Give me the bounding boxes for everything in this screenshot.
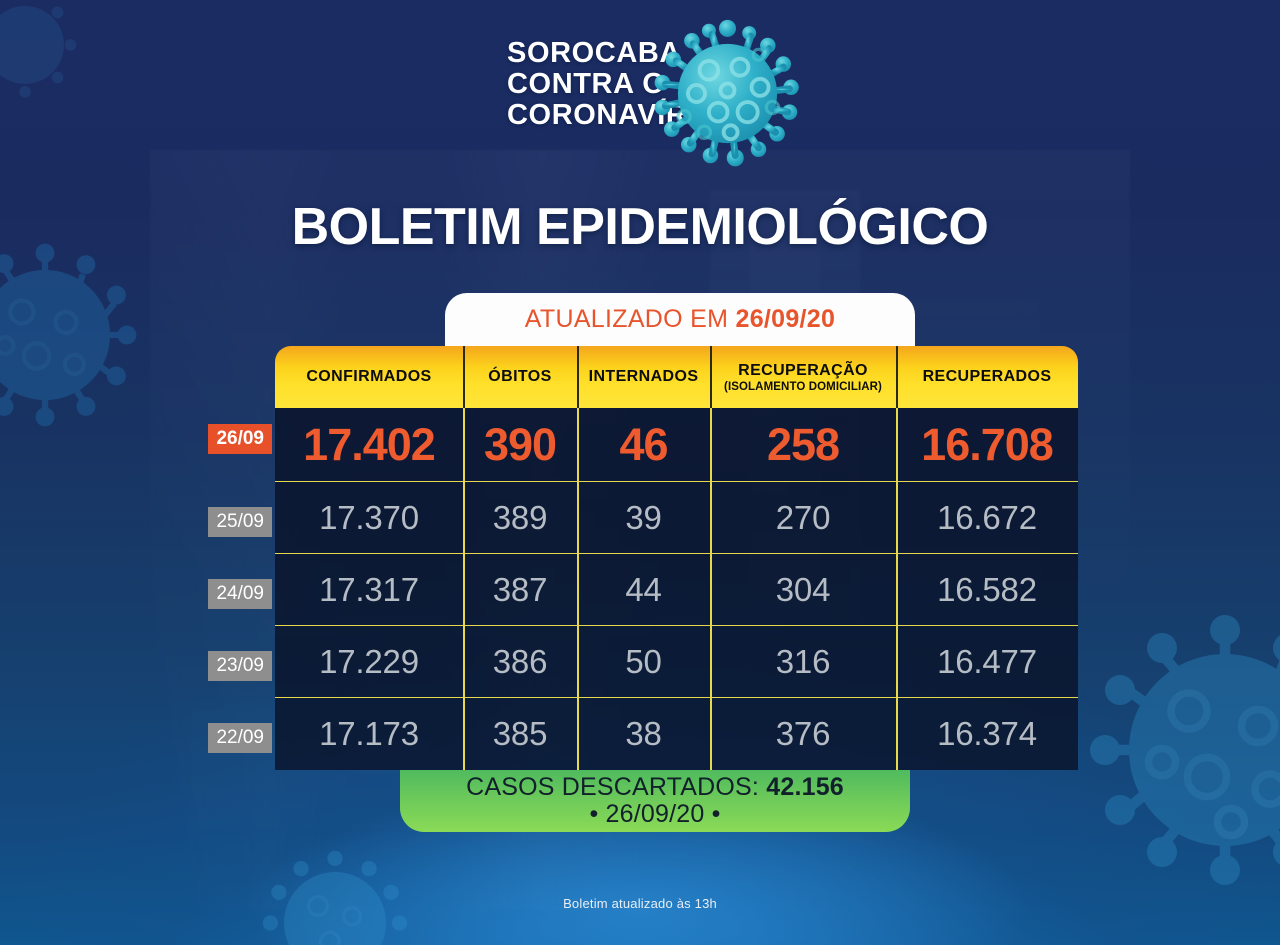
logo-line-2: CONTRA O	[507, 68, 666, 100]
cell-internados: 46	[619, 418, 668, 470]
cell-obitos: 390	[483, 418, 557, 470]
cell-obitos: 385	[492, 715, 548, 752]
table-body: 17.402 390 46 258 16.708 17.370 389 39 2…	[275, 408, 1078, 770]
date-badge-24-09: 24/09	[208, 579, 272, 609]
date-badge-23-09: 23/09	[208, 651, 272, 681]
column-header-internados: INTERNADOS	[577, 346, 710, 408]
cell-obitos: 389	[492, 498, 548, 536]
table-row: 17.173 385 38 376 16.374	[275, 698, 1078, 770]
updated-banner-prefix: ATUALIZADO EM	[524, 305, 729, 333]
table-row: 17.229 386 50 316 16.477	[275, 626, 1078, 698]
cell-internados: 50	[625, 642, 662, 680]
date-badge-22-09: 22/09	[208, 723, 272, 753]
cell-internados: 38	[625, 715, 662, 752]
updated-banner: ATUALIZADO EM 26/09/20	[445, 293, 915, 346]
date-badge-today: 26/09	[208, 424, 272, 454]
cell-recuperados: 16.477	[937, 642, 1037, 680]
logo-line-1: SOROCABA	[507, 37, 681, 69]
cell-confirmados: 17.370	[319, 498, 419, 536]
page-title: BOLETIM EPIDEMIOLÓGICO	[291, 198, 989, 256]
cell-recuperacao: 376	[775, 715, 831, 752]
footer-note: Boletim atualizado às 13h	[563, 896, 717, 911]
date-badge-25-09: 25/09	[208, 507, 272, 537]
date-badge-column: 26/09 25/09 24/09 23/09 22/09	[195, 346, 275, 770]
brand-logo: SOROCABA CONTRA O CORONAVÍRUS	[0, 0, 1280, 178]
column-header-confirmados: CONFIRMADOS	[306, 368, 432, 385]
cell-confirmados: 17.173	[319, 715, 419, 752]
updated-banner-text: ATUALIZADO EM 26/09/20	[525, 305, 835, 334]
logo-text: SOROCABA CONTRA O CORONAVÍRUS	[507, 38, 729, 131]
cell-recuperacao: 316	[775, 642, 831, 680]
discarded-cases-label: CASOS DESCARTADOS:	[466, 773, 760, 801]
column-header-obitos: ÓBITOS	[463, 346, 577, 408]
discarded-cases-line: CASOS DESCARTADOS: 42.156	[466, 773, 844, 802]
table-row: 17.370 389 39 270 16.672	[275, 482, 1078, 554]
cell-recuperados: 16.582	[937, 570, 1037, 608]
table-header-row: CONFIRMADOS ÓBITOS INTERNADOS RECUPERAÇÃ…	[275, 346, 1078, 408]
column-header-recuperacao: RECUPERAÇÃO (ISOLAMENTO DOMICILIAR)	[710, 346, 896, 408]
cell-confirmados: 17.229	[319, 642, 419, 680]
discarded-cases-date: • 26/09/20 •	[589, 800, 721, 828]
cell-recuperacao: 270	[775, 498, 831, 536]
cell-internados: 39	[625, 498, 662, 536]
updated-banner-date: 26/09/20	[735, 305, 836, 333]
cell-confirmados: 17.402	[303, 418, 436, 470]
cell-recuperacao: 258	[766, 418, 840, 470]
background-virus-left	[0, 230, 150, 440]
discarded-cases-value: 42.156	[766, 773, 844, 801]
table-row: 17.402 390 46 258 16.708	[275, 408, 1078, 482]
cell-obitos: 387	[492, 570, 548, 608]
cell-confirmados: 17.317	[319, 570, 419, 608]
coronavirus-icon	[650, 16, 805, 171]
discarded-cases-banner: CASOS DESCARTADOS: 42.156 • 26/09/20 •	[400, 770, 910, 832]
table-row: 17.317 387 44 304 16.582	[275, 554, 1078, 626]
cell-internados: 44	[625, 570, 662, 608]
cell-recuperados: 16.374	[937, 715, 1037, 752]
cell-recuperacao: 304	[775, 570, 831, 608]
cell-recuperados: 16.708	[921, 418, 1054, 470]
background-virus-top-left	[0, 0, 90, 110]
column-header-recuperados: RECUPERADOS	[896, 346, 1078, 408]
cell-obitos: 386	[492, 642, 548, 680]
statistics-table: CONFIRMADOS ÓBITOS INTERNADOS RECUPERAÇÃ…	[275, 346, 1078, 770]
cell-recuperados: 16.672	[937, 498, 1037, 536]
